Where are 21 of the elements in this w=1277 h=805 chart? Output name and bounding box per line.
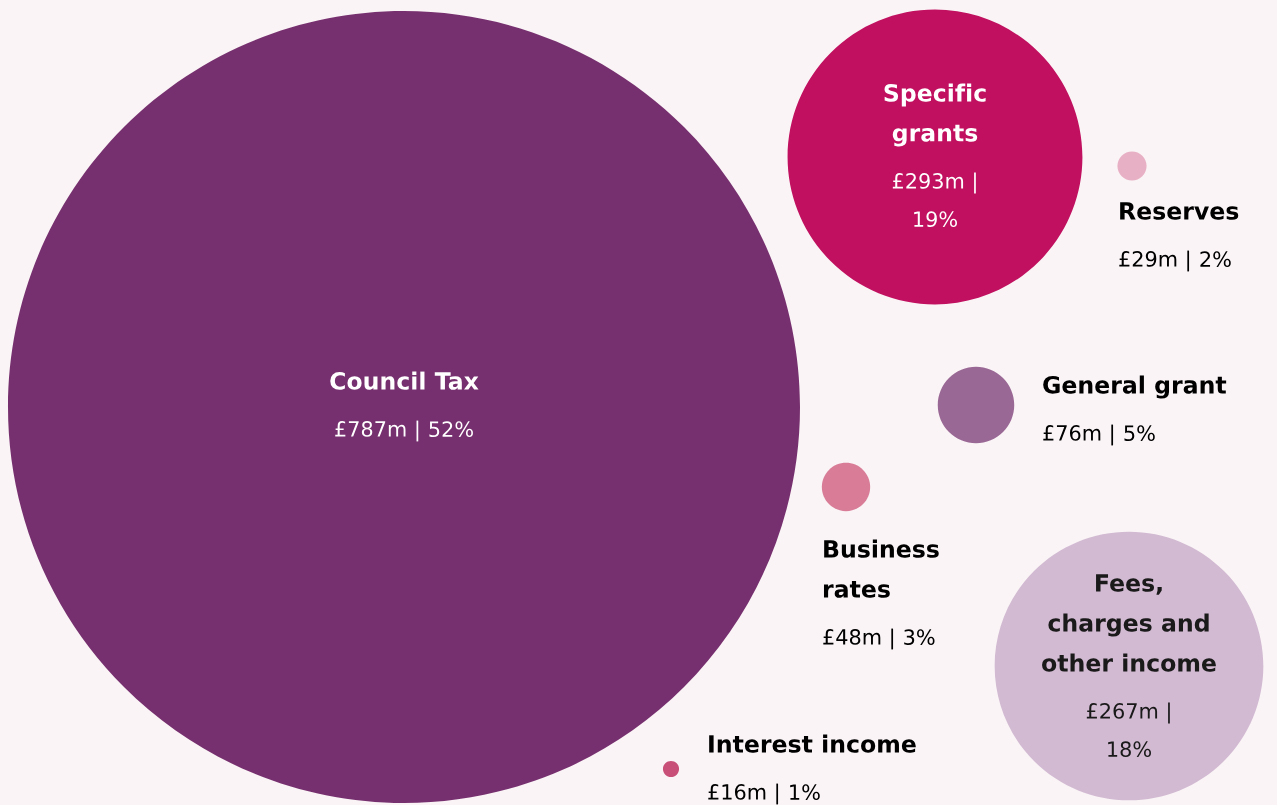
text: 5% <box>1124 425 1155 442</box>
category-label: Fees, charges and other income <box>1042 574 1216 672</box>
category-label: Interest income <box>709 734 916 753</box>
text: 52% <box>429 421 473 438</box>
data-label: £48m | <box>823 628 894 650</box>
data-label: £16m | <box>708 783 779 805</box>
text: 3% <box>904 629 935 646</box>
category-label: Business rates <box>823 539 939 598</box>
data-label: £787m | <box>335 420 419 442</box>
data-label: £293m | <box>892 172 976 194</box>
text: 2% <box>1200 251 1231 268</box>
text: 1% <box>790 784 820 801</box>
text: 19% <box>914 211 957 228</box>
category-label: General grant <box>1043 375 1227 399</box>
data-label: £29m | <box>1119 250 1190 272</box>
category-label: Council Tax <box>330 371 479 390</box>
data-label: £76m | <box>1043 424 1114 446</box>
data-label: £267m | <box>1086 702 1170 724</box>
text: 18% <box>1108 741 1151 758</box>
category-label: Specific grants <box>884 83 986 147</box>
category-label: Reserves <box>1120 202 1239 220</box>
